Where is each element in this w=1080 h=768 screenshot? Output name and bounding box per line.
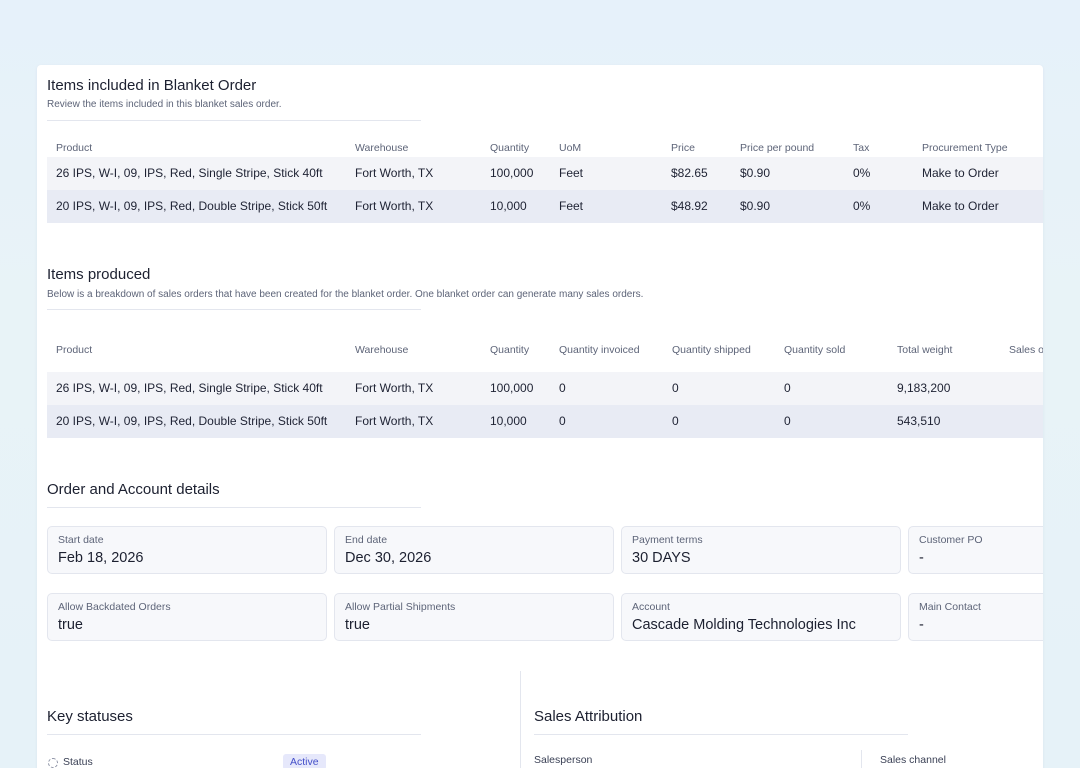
cell-tax: 0% [853, 199, 871, 213]
column-header-sales-orders[interactable]: Sales o [1009, 344, 1043, 356]
section-title-blanket-items: Items included in Blanket Order [47, 77, 257, 94]
field-label: Customer PO [919, 534, 983, 546]
cell-product: 20 IPS, W-I, 09, IPS, Red, Double Stripe… [56, 414, 328, 428]
salesperson-label: Salesperson [534, 754, 593, 766]
field-label: Payment terms [632, 534, 703, 546]
field-value: true [345, 617, 370, 633]
cell-quantity-shipped: 0 [672, 414, 679, 428]
cell-quantity: 10,000 [490, 414, 527, 428]
field-value: Feb 18, 2026 [58, 550, 144, 566]
column-header-quantity-sold[interactable]: Quantity sold [784, 344, 846, 356]
field-value: - [919, 550, 924, 566]
cell-quantity: 10,000 [490, 199, 527, 213]
section-title-sales-attribution: Sales Attribution [534, 708, 643, 725]
column-header-quantity-shipped[interactable]: Quantity shipped [672, 344, 751, 356]
cell-quantity-shipped: 0 [672, 381, 679, 395]
field-end-date: End date Dec 30, 2026 [334, 526, 614, 574]
cell-total-weight: 9,183,200 [897, 381, 951, 395]
field-value: Dec 30, 2026 [345, 550, 432, 566]
spinner-icon [48, 758, 58, 768]
section-divider [47, 309, 421, 310]
column-header-quantity[interactable]: Quantity [490, 142, 530, 154]
cell-procurement-type: Make to Order [922, 166, 999, 180]
cell-quantity: 100,000 [490, 166, 534, 180]
section-title-items-produced: Items produced [47, 266, 151, 283]
section-divider [47, 507, 421, 508]
field-value: Cascade Molding Technologies Inc [632, 617, 856, 633]
cell-product: 20 IPS, W-I, 09, IPS, Red, Double Stripe… [56, 199, 328, 213]
field-value: 30 DAYS [632, 550, 691, 566]
column-header-procurement-type[interactable]: Procurement Type [922, 142, 1008, 154]
field-payment-terms: Payment terms 30 DAYS [621, 526, 901, 574]
column-header-warehouse[interactable]: Warehouse [355, 142, 409, 154]
cell-price: $82.65 [671, 166, 708, 180]
cell-quantity-sold: 0 [784, 381, 791, 395]
field-allow-backdated-orders: Allow Backdated Orders true [47, 593, 327, 641]
cell-total-weight: 543,510 [897, 414, 941, 428]
field-customer-po: Customer PO - [908, 526, 1043, 574]
cell-warehouse: Fort Worth, TX [355, 381, 434, 395]
section-divider [47, 734, 421, 735]
field-label: Allow Partial Shipments [345, 601, 456, 613]
column-header-price-per-pound[interactable]: Price per pound [740, 142, 815, 154]
section-title-order-details: Order and Account details [47, 481, 220, 498]
field-label: Account [632, 601, 670, 613]
section-subtitle-items-produced: Below is a breakdown of sales orders tha… [47, 289, 644, 300]
field-label: End date [345, 534, 388, 546]
field-account: Account Cascade Molding Technologies Inc [621, 593, 901, 641]
column-header-quantity-invoiced[interactable]: Quantity invoiced [559, 344, 640, 356]
field-start-date: Start date Feb 18, 2026 [47, 526, 327, 574]
cell-price-per-pound: $0.90 [740, 199, 771, 213]
cell-price-per-pound: $0.90 [740, 166, 771, 180]
status-label: Status [63, 756, 93, 768]
cell-warehouse: Fort Worth, TX [355, 414, 434, 428]
cell-uom: Feet [559, 166, 584, 180]
section-title-key-statuses: Key statuses [47, 708, 133, 725]
column-divider [520, 671, 521, 768]
cell-quantity-invoiced: 0 [559, 381, 566, 395]
column-header-price[interactable]: Price [671, 142, 695, 154]
column-header-product[interactable]: Product [56, 344, 93, 356]
cell-product: 26 IPS, W-I, 09, IPS, Red, Single Stripe… [56, 381, 323, 395]
cell-warehouse: Fort Worth, TX [355, 199, 434, 213]
section-divider [47, 120, 421, 121]
table-row[interactable]: 26 IPS, W-I, 09, IPS, Red, Single Stripe… [47, 372, 1043, 405]
column-header-warehouse[interactable]: Warehouse [355, 344, 409, 356]
field-label: Allow Backdated Orders [58, 601, 171, 613]
section-subtitle-blanket-items: Review the items included in this blanke… [47, 99, 282, 110]
cell-quantity-invoiced: 0 [559, 414, 566, 428]
field-value: true [58, 617, 83, 633]
column-header-quantity[interactable]: Quantity [490, 344, 530, 356]
cell-price: $48.92 [671, 199, 708, 213]
sales-channel-label: Sales channel [880, 754, 946, 766]
blanket-order-card: Items included in Blanket Order Review t… [37, 65, 1043, 768]
field-label: Start date [58, 534, 104, 546]
table-row[interactable]: 20 IPS, W-I, 09, IPS, Red, Double Stripe… [47, 405, 1043, 438]
field-main-contact: Main Contact - [908, 593, 1043, 641]
section-divider [534, 734, 908, 735]
field-value: - [919, 617, 924, 633]
column-header-product[interactable]: Product [56, 142, 93, 154]
column-divider [861, 750, 862, 768]
field-label: Main Contact [919, 601, 981, 613]
status-badge: Active [283, 754, 326, 768]
cell-product: 26 IPS, W-I, 09, IPS, Red, Single Stripe… [56, 166, 323, 180]
field-allow-partial-shipments: Allow Partial Shipments true [334, 593, 614, 641]
table-row[interactable]: 26 IPS, W-I, 09, IPS, Red, Single Stripe… [47, 157, 1043, 190]
cell-quantity-sold: 0 [784, 414, 791, 428]
column-header-uom[interactable]: UoM [559, 142, 582, 154]
cell-quantity: 100,000 [490, 381, 534, 395]
cell-procurement-type: Make to Order [922, 199, 999, 213]
column-header-total-weight[interactable]: Total weight [897, 344, 953, 356]
cell-tax: 0% [853, 166, 871, 180]
table-row[interactable]: 20 IPS, W-I, 09, IPS, Red, Double Stripe… [47, 190, 1043, 223]
cell-warehouse: Fort Worth, TX [355, 166, 434, 180]
column-header-tax[interactable]: Tax [853, 142, 870, 154]
cell-uom: Feet [559, 199, 584, 213]
